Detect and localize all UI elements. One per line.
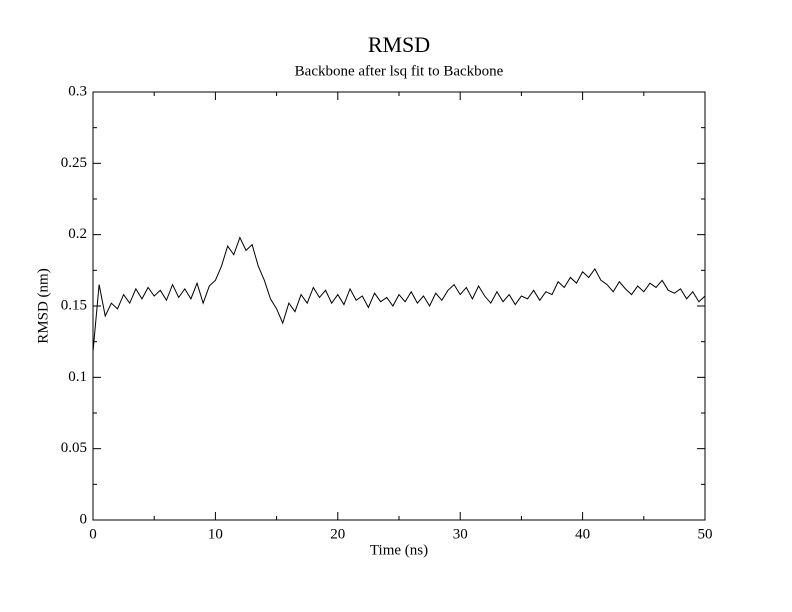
x-tick-label: 0 <box>89 526 97 542</box>
x-tick-label: 30 <box>453 526 468 542</box>
x-tick-label: 20 <box>330 526 345 542</box>
x-tick-label: 50 <box>698 526 713 542</box>
y-tick-label: 0.25 <box>61 155 87 171</box>
y-tick-label: 0 <box>80 511 88 527</box>
chart-subtitle: Backbone after lsq fit to Backbone <box>295 63 504 79</box>
chart-title: RMSD <box>368 32 430 57</box>
y-tick-label: 0.3 <box>68 83 87 99</box>
data-line <box>92 236 706 352</box>
x-tick-label: 40 <box>575 526 590 542</box>
y-axis-label: RMSD (nm) <box>35 268 51 343</box>
x-tick-label: 10 <box>208 526 223 542</box>
x-axis-label: Time (ns) <box>370 542 428 558</box>
y-tick-label: 0.15 <box>61 297 87 313</box>
y-tick-label: 0.1 <box>68 369 87 385</box>
y-tick-label: 0.2 <box>68 226 87 242</box>
y-tick-label: 0.05 <box>61 440 87 456</box>
